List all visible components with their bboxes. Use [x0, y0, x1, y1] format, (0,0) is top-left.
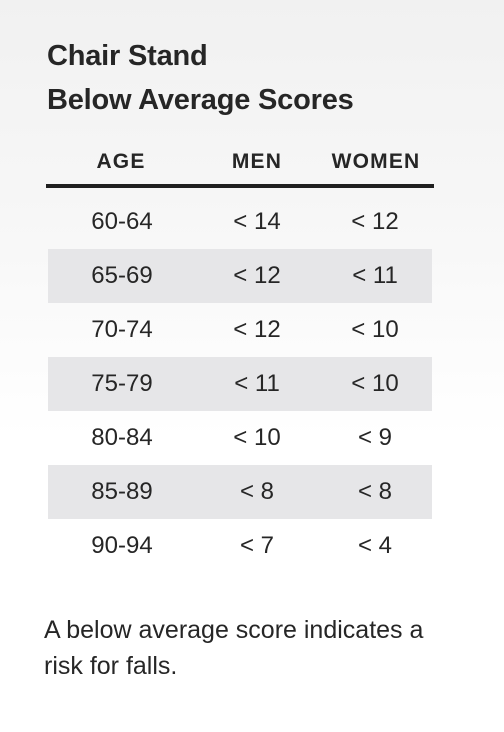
scores-table: AGE MEN WOMEN 60-64 < 14 < 12 65-69 < 12… [46, 140, 434, 573]
cell-men: < 11 [234, 370, 280, 397]
cell-women: < 11 [352, 262, 398, 289]
table-row: 65-69 < 12 < 11 [48, 249, 432, 303]
page-title: Chair Stand Below Average Scores [47, 34, 354, 122]
cell-women: < 12 [351, 208, 399, 235]
cell-women: < 10 [351, 316, 399, 343]
table-row: 60-64 < 14 < 12 [48, 195, 432, 249]
cell-age: 85-89 [91, 478, 153, 505]
table-row: 85-89 < 8 < 8 [48, 465, 432, 519]
cell-women: < 8 [357, 478, 393, 505]
cell-women: < 9 [357, 424, 393, 451]
table-row: 70-74 < 12 < 10 [48, 303, 432, 357]
cell-age: 75-79 [91, 370, 153, 397]
cell-men: < 12 [233, 316, 281, 343]
header-men: MEN [231, 150, 283, 173]
table-body: 60-64 < 14 < 12 65-69 < 12 < 11 70-74 < … [46, 188, 434, 573]
cell-women: < 4 [357, 532, 393, 559]
cell-men: < 14 [233, 208, 281, 235]
header-age: AGE [96, 150, 146, 173]
footnote: A below average score indicates a risk f… [44, 616, 424, 680]
table-row: 75-79 < 11 < 10 [48, 357, 432, 411]
cell-age: 60-64 [91, 208, 153, 235]
cell-age: 80-84 [91, 424, 153, 451]
cell-men: < 12 [233, 262, 281, 289]
table-header: AGE MEN WOMEN [46, 140, 434, 188]
cell-men: < 8 [239, 478, 275, 505]
cell-age: 65-69 [91, 262, 153, 289]
title-line-1: Chair Stand [47, 40, 208, 72]
cell-men: < 7 [239, 532, 275, 559]
title-line-2: Below Average Scores [47, 84, 354, 116]
cell-age: 90-94 [91, 532, 153, 559]
cell-women: < 10 [351, 370, 399, 397]
table-row: 80-84 < 10 < 9 [48, 411, 432, 465]
table-row: 90-94 < 7 < 4 [48, 519, 432, 573]
cell-men: < 10 [233, 424, 281, 451]
cell-age: 70-74 [91, 316, 153, 343]
header-women: WOMEN [331, 150, 421, 173]
